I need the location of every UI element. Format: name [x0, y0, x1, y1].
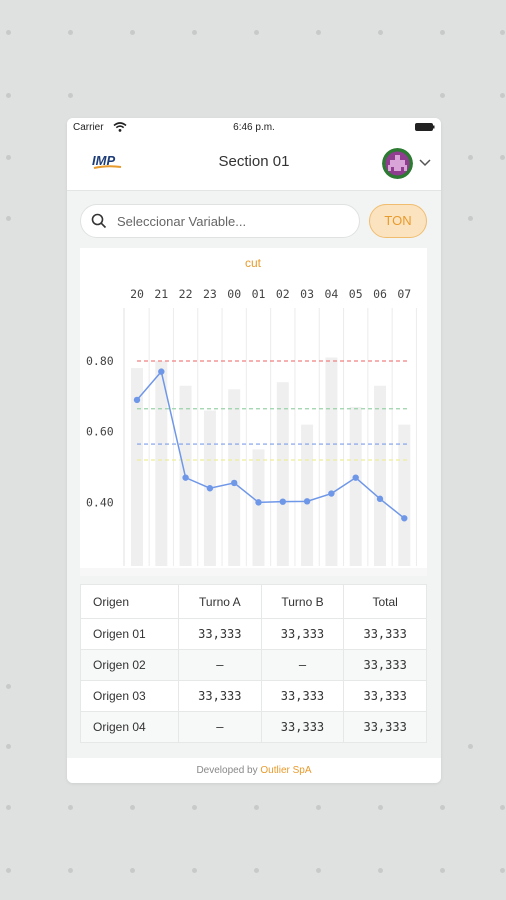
cell-turno-b: –	[260, 649, 345, 681]
cell-total: 33,333	[343, 649, 427, 681]
background-bar	[374, 385, 386, 566]
table-row: Origen 02 – – 33,333	[80, 649, 427, 681]
cell-turno-a: –	[178, 711, 262, 743]
chart-title: cut	[245, 256, 262, 270]
background-bar	[398, 424, 411, 566]
background-bar	[228, 389, 241, 566]
y-tick-label: 0.60	[86, 425, 114, 439]
carrier-label: Carrier	[73, 122, 104, 133]
data-point	[279, 498, 286, 505]
background-bar	[252, 449, 265, 566]
row-label: Origen 03	[80, 680, 179, 712]
cell-total: 33,333	[343, 711, 427, 743]
search-input[interactable]: Seleccionar Variable...	[80, 204, 360, 238]
table-header-row: Origen Turno A Turno B Total	[80, 584, 427, 619]
column-header-origen: Origen	[80, 584, 179, 619]
footer-brand-link[interactable]: Outlier SpA	[260, 765, 312, 776]
series-line	[136, 370, 405, 519]
data-point	[182, 474, 189, 481]
cell-turno-b: 33,333	[260, 711, 345, 743]
x-tick-label: 03	[300, 287, 314, 301]
data-point	[401, 515, 408, 522]
chart-card: cut 20 21 22 23 00 01 02 03 04 05 06 07 0.80 0.60 0.40	[80, 248, 427, 576]
summary-table-card: Origen Turno A Turno B Total Origen 01 3…	[80, 584, 427, 743]
cell-total: 33,333	[343, 680, 427, 712]
search-placeholder: Seleccionar Variable...	[117, 214, 247, 229]
status-bar: Carrier 6:46 p.m.	[67, 118, 441, 138]
x-tick-label: 05	[349, 287, 363, 301]
data-point	[352, 474, 359, 481]
battery-icon	[415, 123, 435, 131]
x-tick-label: 21	[154, 287, 168, 301]
column-header-turno-a: Turno A	[178, 584, 262, 619]
summary-table: Origen Turno A Turno B Total Origen 01 3…	[80, 584, 427, 743]
imp-logo: IMP	[92, 153, 122, 169]
wifi-icon	[113, 122, 127, 132]
cell-turno-a: 33,333	[178, 618, 262, 650]
search-icon	[91, 213, 107, 229]
background-bar	[276, 382, 289, 566]
unit-toggle-button[interactable]: TON	[369, 204, 427, 238]
row-label: Origen 02	[80, 649, 179, 681]
cell-total: 33,333	[343, 618, 427, 650]
page-title: Section 01	[218, 153, 290, 170]
column-header-total: Total	[343, 584, 427, 619]
app-header: IMP Section 01	[67, 138, 441, 191]
x-tick-label: 22	[179, 287, 193, 301]
background-bar	[155, 361, 168, 566]
cell-turno-b: 33,333	[260, 680, 345, 712]
data-point	[158, 368, 165, 375]
row-label: Origen 04	[80, 711, 179, 743]
clock-time: 6:46 p.m.	[233, 122, 275, 133]
data-point	[255, 499, 262, 506]
x-tick-label: 04	[324, 287, 338, 301]
y-tick-label: 0.40	[86, 495, 114, 509]
background-bar	[349, 406, 362, 566]
data-point	[133, 396, 141, 404]
x-tick-label: 00	[227, 287, 241, 301]
chevron-down-icon[interactable]	[419, 157, 431, 167]
x-tick-label: 06	[373, 287, 387, 301]
background-bar	[325, 357, 338, 566]
data-point	[231, 479, 238, 487]
background-bar	[301, 424, 314, 566]
x-tick-label: 07	[397, 287, 411, 301]
footer-prefix: Developed by	[196, 765, 258, 776]
table-row: Origen 03 33,333 33,333 33,333	[80, 680, 427, 712]
phone-screen: Carrier 6:46 p.m. IMP Section 01	[67, 118, 441, 783]
x-tick-label: 01	[252, 287, 266, 301]
avatar[interactable]	[382, 148, 413, 179]
svg-text:IMP: IMP	[92, 153, 115, 168]
footer: Developed by Outlier SpA	[67, 758, 441, 783]
data-point	[303, 498, 311, 505]
background-bar	[131, 368, 143, 566]
row-label: Origen 01	[80, 618, 179, 650]
data-point	[328, 490, 335, 497]
y-tick-label: 0.80	[86, 354, 114, 368]
chart-bottom-strip	[80, 568, 427, 576]
table-row: Origen 04 – 33,333 33,333	[80, 711, 427, 743]
line-chart: cut 20 21 22 23 00 01 02 03 04 05 06 07 0.80 0.60 0.40	[80, 256, 427, 576]
cell-turno-a: –	[178, 649, 262, 681]
cell-turno-a: 33,333	[178, 680, 262, 712]
x-tick-label: 02	[276, 287, 290, 301]
data-point	[206, 485, 214, 492]
table-row: Origen 01 33,333 33,333 33,333	[80, 618, 427, 650]
column-header-turno-b: Turno B	[260, 584, 345, 619]
data-point	[376, 495, 384, 503]
cell-turno-b: 33,333	[260, 618, 345, 650]
x-tick-label: 23	[203, 287, 217, 301]
x-tick-label: 20	[130, 287, 144, 301]
